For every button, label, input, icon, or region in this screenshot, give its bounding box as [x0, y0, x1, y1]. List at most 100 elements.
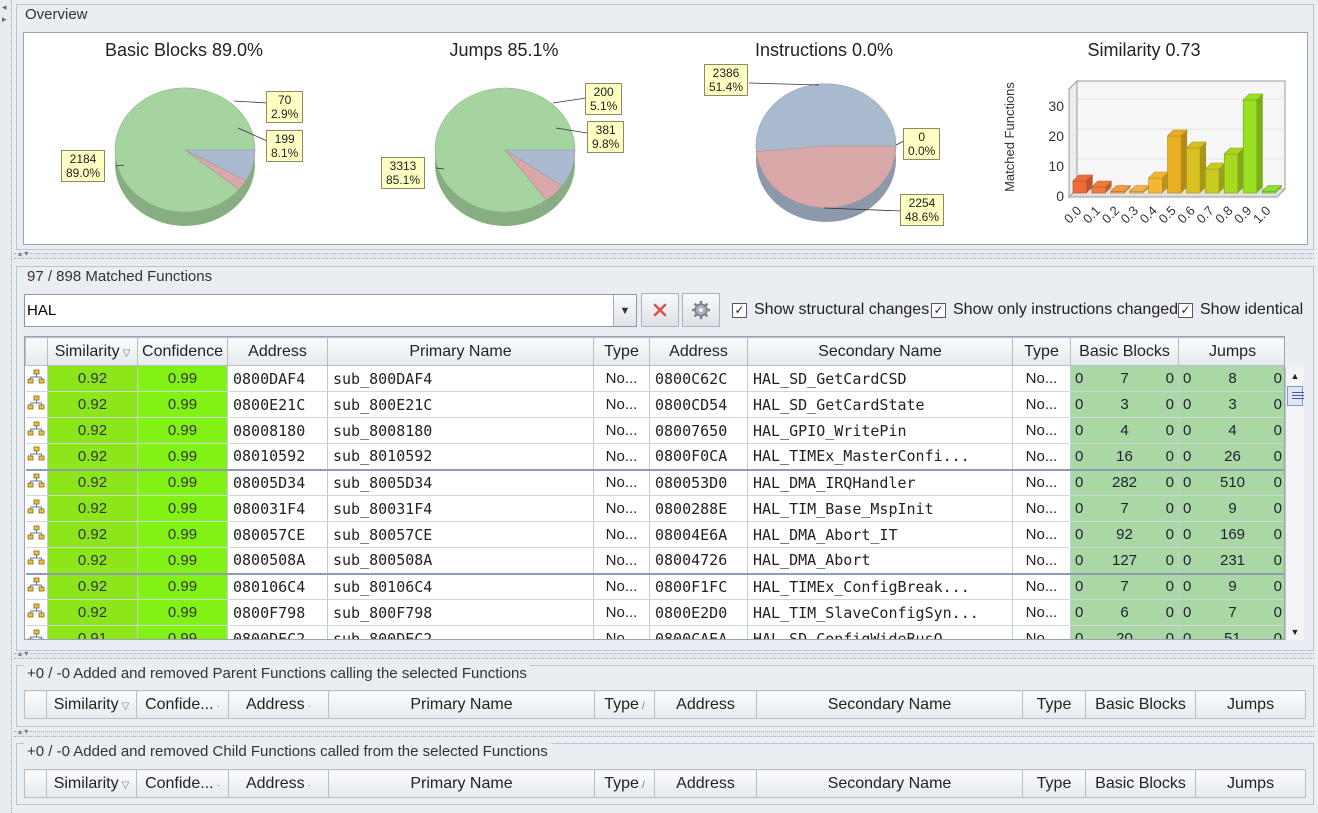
- primary-type-cell: No...: [593, 521, 650, 548]
- splitter-3[interactable]: ▴ ▾: [14, 727, 1314, 737]
- checkbox-box[interactable]: ✓: [1178, 302, 1193, 318]
- col-primary-type-header[interactable]: Type: [593, 337, 650, 366]
- col-primary-address-header[interactable]: Address: [227, 337, 328, 366]
- scroll-up-icon[interactable]: ▲: [1290, 370, 1300, 381]
- col-secondary-address-header[interactable]: Address: [654, 690, 757, 719]
- confidence-cell: 0.99: [137, 443, 228, 470]
- row-icon[interactable]: [25, 495, 48, 522]
- similarity-cell: 0.92: [47, 365, 138, 392]
- col-primary-address-header[interactable]: Address ·: [228, 769, 329, 798]
- pie-label-instr-removed: 2386 51.4%: [704, 64, 749, 96]
- secondary-name-cell: HAL_TIM_Base_MspInit: [747, 495, 1013, 522]
- col-secondary-address-header[interactable]: Address: [654, 769, 757, 798]
- bar: [1148, 177, 1163, 194]
- col-basic-blocks-header[interactable]: Basic Blocks: [1085, 690, 1196, 719]
- splitter-1[interactable]: ▴ ▾: [14, 249, 1314, 259]
- pie-leader-line: [895, 140, 905, 146]
- pie-slice: [755, 83, 897, 152]
- confidence-cell: 0.99: [137, 417, 228, 444]
- col-confidence-header[interactable]: Confidence: [137, 337, 228, 366]
- row-icon[interactable]: [25, 417, 48, 444]
- table-row[interactable]: 0.92 0.99 0800F798 sub_800F798 No... 0800E2D0…: [25, 599, 1284, 626]
- splitter-2[interactable]: ▴ ▾: [14, 649, 1314, 659]
- col-primary-address-header[interactable]: Address ·: [228, 690, 329, 719]
- col-secondary-type-header[interactable]: Type: [1022, 690, 1086, 719]
- pie-leader-line: [237, 127, 268, 142]
- search-input[interactable]: [26, 296, 614, 325]
- row-icon[interactable]: [25, 468, 48, 496]
- table-row[interactable]: 0.92 0.99 08010592 sub_8010592 No... 0800F0CA…: [25, 443, 1284, 470]
- row-icon[interactable]: [25, 547, 48, 574]
- col-confidence-header[interactable]: Confide... ·: [136, 769, 229, 798]
- row-icon[interactable]: [25, 521, 48, 548]
- basic-blocks-cell: 0 16 0: [1070, 443, 1179, 470]
- scroll-thumb[interactable]: [1287, 386, 1304, 406]
- col-similarity-header[interactable]: Similarity ▽: [46, 690, 137, 719]
- show-identical-checkbox[interactable]: ✓ Show identical: [1178, 301, 1303, 319]
- checkbox-box[interactable]: ✓: [931, 302, 946, 318]
- col-primary-name-header[interactable]: Primary Name: [327, 337, 594, 366]
- settings-button[interactable]: [682, 293, 720, 327]
- col-secondary-type-header[interactable]: Type: [1012, 337, 1071, 366]
- col-primary-type-header[interactable]: Type /: [594, 769, 655, 798]
- col-icon-header[interactable]: [24, 769, 47, 798]
- col-secondary-type-header[interactable]: Type: [1022, 769, 1086, 798]
- row-icon[interactable]: [25, 365, 48, 392]
- clear-filter-button[interactable]: [641, 293, 679, 327]
- table-row[interactable]: 0.92 0.99 0800DAF4 sub_800DAF4 No... 0800C62C…: [25, 365, 1284, 392]
- col-primary-type-header[interactable]: Type /: [594, 690, 655, 719]
- col-secondary-name-header[interactable]: Secondary Name: [756, 769, 1023, 798]
- secondary-name-cell: HAL_SD_ConfigWideBusO...: [747, 625, 1013, 639]
- jumps-cell: 0 51 0: [1178, 625, 1284, 639]
- row-icon[interactable]: [25, 443, 48, 470]
- show-instructions-changed-checkbox[interactable]: ✓ Show only instructions changed: [931, 301, 1178, 319]
- col-icon-header[interactable]: [24, 690, 47, 719]
- search-combobox[interactable]: ▼: [24, 294, 637, 327]
- checkbox-box[interactable]: ✓: [732, 302, 747, 318]
- primary-address-cell: 0800F798: [227, 599, 328, 626]
- flowgraph-icon: [27, 629, 45, 639]
- row-icon[interactable]: [25, 599, 48, 626]
- col-primary-name-header[interactable]: Primary Name: [328, 690, 595, 719]
- row-icon[interactable]: [25, 625, 48, 639]
- primary-type-cell: No...: [593, 391, 650, 418]
- primary-address-cell: 0800DAF4: [227, 365, 328, 392]
- row-icon[interactable]: [25, 572, 48, 600]
- col-confidence-header[interactable]: Confide... ·: [136, 690, 229, 719]
- table-row[interactable]: 0.92 0.99 08008180 sub_8008180 No... 08007650…: [25, 417, 1284, 444]
- col-basic-blocks-header[interactable]: Basic Blocks: [1070, 337, 1179, 366]
- matched-table-scrollbar[interactable]: ▲ ▼: [1285, 367, 1304, 640]
- flowgraph-icon: [27, 421, 45, 435]
- col-secondary-name-header[interactable]: Secondary Name: [747, 337, 1013, 366]
- primary-name-cell: sub_80106C4: [327, 572, 594, 600]
- table-row[interactable]: 0.92 0.99 08005D34 sub_8005D34 No... 080053D0…: [25, 468, 1284, 496]
- primary-name-cell: sub_800E21C: [327, 391, 594, 418]
- table-row[interactable]: 0.92 0.99 080031F4 sub_80031F4 No... 0800288E…: [25, 495, 1284, 522]
- bar-title-similarity: Similarity 0.73: [1087, 40, 1201, 60]
- col-jumps-header[interactable]: Jumps: [1195, 769, 1306, 798]
- secondary-address-cell: 0800E2D0: [649, 599, 748, 626]
- table-row[interactable]: 0.92 0.99 080106C4 sub_80106C4 No... 0800F1FC…: [25, 572, 1284, 600]
- col-similarity-header[interactable]: Similarity ▽: [47, 337, 138, 366]
- table-row[interactable]: 0.92 0.99 0800E21C sub_800E21C No... 0800CD54…: [25, 391, 1284, 418]
- left-dock-strip[interactable]: ◂ ▸: [0, 0, 12, 813]
- col-icon-header[interactable]: [25, 337, 48, 366]
- table-row[interactable]: 0.92 0.99 0800508A sub_800508A No... 08004726…: [25, 547, 1284, 574]
- chevron-down-icon[interactable]: ▼: [613, 295, 636, 326]
- table-row[interactable]: 0.91 0.99 0800DEC2 sub_800DEC2 No... 0800CAEA…: [25, 625, 1284, 639]
- col-basic-blocks-header[interactable]: Basic Blocks: [1085, 769, 1196, 798]
- col-jumps-header[interactable]: Jumps: [1195, 690, 1306, 719]
- table-row[interactable]: 0.92 0.99 080057CE sub_80057CE No... 08004E6A…: [25, 521, 1284, 548]
- col-jumps-header[interactable]: Jumps: [1178, 337, 1284, 366]
- col-secondary-address-header[interactable]: Address: [649, 337, 748, 366]
- row-icon[interactable]: [25, 391, 48, 418]
- primary-type-cell: No...: [593, 417, 650, 444]
- col-primary-name-header[interactable]: Primary Name: [328, 769, 595, 798]
- show-structural-changes-checkbox[interactable]: ✓ Show structural changes: [732, 301, 929, 319]
- scroll-down-icon[interactable]: ▼: [1290, 626, 1300, 637]
- col-secondary-name-header[interactable]: Secondary Name: [756, 690, 1023, 719]
- col-similarity-header[interactable]: Similarity ▽: [46, 769, 137, 798]
